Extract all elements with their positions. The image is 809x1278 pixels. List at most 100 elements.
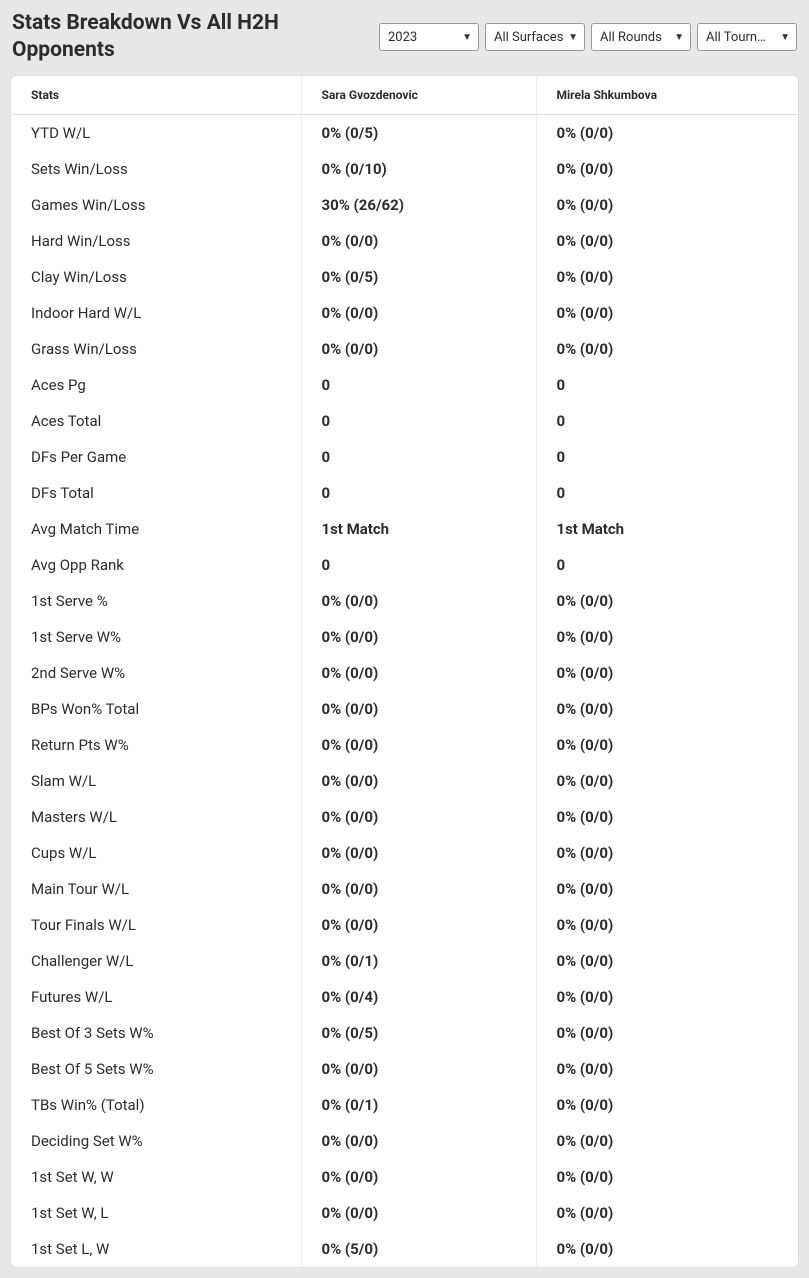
player2-value: 0% (0/0) — [536, 871, 798, 907]
stats-table-container: Stats Sara Gvozdenovic Mirela Shkumbova … — [10, 75, 799, 1268]
player1-value: 0% (0/0) — [301, 295, 536, 331]
player1-value: 0% (0/4) — [301, 979, 536, 1015]
stat-label: 1st Set L, W — [11, 1231, 301, 1267]
player2-value: 0% (0/0) — [536, 835, 798, 871]
stat-label: Return Pts W% — [11, 727, 301, 763]
player1-value: 1st Match — [301, 511, 536, 547]
player1-value: 0 — [301, 439, 536, 475]
table-row: Aces Pg00 — [11, 367, 798, 403]
player2-value: 0% (0/0) — [536, 295, 798, 331]
stat-label: Masters W/L — [11, 799, 301, 835]
player2-value: 0% (0/0) — [536, 799, 798, 835]
table-row: Return Pts W%0% (0/0)0% (0/0) — [11, 727, 798, 763]
player2-value: 0% (0/0) — [536, 1123, 798, 1159]
table-row: 1st Set W, W0% (0/0)0% (0/0) — [11, 1159, 798, 1195]
stat-label: 1st Set W, W — [11, 1159, 301, 1195]
player2-value: 0 — [536, 367, 798, 403]
table-row: BPs Won% Total0% (0/0)0% (0/0) — [11, 691, 798, 727]
table-row: 1st Serve W%0% (0/0)0% (0/0) — [11, 619, 798, 655]
player1-value: 0 — [301, 367, 536, 403]
player2-value: 0 — [536, 475, 798, 511]
table-row: Challenger W/L0% (0/1)0% (0/0) — [11, 943, 798, 979]
table-row: Clay Win/Loss0% (0/5)0% (0/0) — [11, 259, 798, 295]
player2-value: 0% (0/0) — [536, 727, 798, 763]
stat-label: Cups W/L — [11, 835, 301, 871]
surface-select-value: All Surfaces — [494, 30, 564, 45]
table-row: TBs Win% (Total)0% (0/1)0% (0/0) — [11, 1087, 798, 1123]
stat-label: Avg Match Time — [11, 511, 301, 547]
header: Stats Breakdown Vs All H2H Opponents 202… — [0, 0, 809, 75]
player1-value: 0% (0/0) — [301, 763, 536, 799]
stat-label: Games Win/Loss — [11, 187, 301, 223]
stat-label: Sets Win/Loss — [11, 151, 301, 187]
page-title: Stats Breakdown Vs All H2H Opponents — [12, 10, 362, 65]
stat-label: Tour Finals W/L — [11, 907, 301, 943]
stat-label: Slam W/L — [11, 763, 301, 799]
player1-value: 0% (0/0) — [301, 223, 536, 259]
stat-label: 1st Serve W% — [11, 619, 301, 655]
player2-value: 0% (0/0) — [536, 655, 798, 691]
stat-label: Indoor Hard W/L — [11, 295, 301, 331]
stat-label: Deciding Set W% — [11, 1123, 301, 1159]
stat-label: 1st Serve % — [11, 583, 301, 619]
table-row: DFs Per Game00 — [11, 439, 798, 475]
player2-value: 0% (0/0) — [536, 907, 798, 943]
stats-table: Stats Sara Gvozdenovic Mirela Shkumbova … — [11, 76, 798, 1267]
player2-value: 0% (0/0) — [536, 763, 798, 799]
player2-value: 0% (0/0) — [536, 943, 798, 979]
player1-value: 0% (0/0) — [301, 655, 536, 691]
player1-value: 0% (0/0) — [301, 619, 536, 655]
round-select-value: All Rounds — [600, 30, 670, 45]
player1-value: 0 — [301, 547, 536, 583]
header-stats: Stats — [11, 76, 301, 115]
table-row: Aces Total00 — [11, 403, 798, 439]
player2-value: 0 — [536, 547, 798, 583]
table-row: 1st Set L, W0% (5/0)0% (0/0) — [11, 1231, 798, 1267]
player2-value: 0 — [536, 439, 798, 475]
year-select[interactable]: 2023 ▼ — [379, 23, 479, 51]
player1-value: 0% (0/5) — [301, 1015, 536, 1051]
player2-value: 0% (0/0) — [536, 331, 798, 367]
table-row: Games Win/Loss30% (26/62)0% (0/0) — [11, 187, 798, 223]
header-player1: Sara Gvozdenovic — [301, 76, 536, 115]
stat-label: Hard Win/Loss — [11, 223, 301, 259]
table-row: Indoor Hard W/L0% (0/0)0% (0/0) — [11, 295, 798, 331]
stat-label: BPs Won% Total — [11, 691, 301, 727]
table-row: 1st Serve %0% (0/0)0% (0/0) — [11, 583, 798, 619]
table-row: Grass Win/Loss0% (0/0)0% (0/0) — [11, 331, 798, 367]
player2-value: 0% (0/0) — [536, 1051, 798, 1087]
player1-value: 0% (0/0) — [301, 871, 536, 907]
player1-value: 0% (0/5) — [301, 259, 536, 295]
table-row: Best Of 3 Sets W%0% (0/5)0% (0/0) — [11, 1015, 798, 1051]
player2-value: 0% (0/0) — [536, 1231, 798, 1267]
stat-label: Futures W/L — [11, 979, 301, 1015]
table-row: Deciding Set W%0% (0/0)0% (0/0) — [11, 1123, 798, 1159]
player2-value: 0% (0/0) — [536, 691, 798, 727]
stat-label: YTD W/L — [11, 114, 301, 151]
table-header-row: Stats Sara Gvozdenovic Mirela Shkumbova — [11, 76, 798, 115]
table-row: Avg Opp Rank00 — [11, 547, 798, 583]
player1-value: 0% (0/0) — [301, 799, 536, 835]
chevron-down-icon: ▼ — [780, 32, 790, 43]
surface-select[interactable]: All Surfaces ▼ — [485, 23, 585, 51]
stat-label: Aces Pg — [11, 367, 301, 403]
player2-value: 0% (0/0) — [536, 1195, 798, 1231]
tournament-select[interactable]: All Tourn… ▼ — [697, 23, 797, 51]
round-select[interactable]: All Rounds ▼ — [591, 23, 691, 51]
player1-value: 0% (0/1) — [301, 1087, 536, 1123]
stat-label: DFs Per Game — [11, 439, 301, 475]
table-row: Masters W/L0% (0/0)0% (0/0) — [11, 799, 798, 835]
stat-label: DFs Total — [11, 475, 301, 511]
stat-label: 2nd Serve W% — [11, 655, 301, 691]
table-row: Futures W/L0% (0/4)0% (0/0) — [11, 979, 798, 1015]
stat-label: Grass Win/Loss — [11, 331, 301, 367]
table-row: Best Of 5 Sets W%0% (0/0)0% (0/0) — [11, 1051, 798, 1087]
player1-value: 0% (0/0) — [301, 583, 536, 619]
player2-value: 0% (0/0) — [536, 1015, 798, 1051]
chevron-down-icon: ▼ — [568, 32, 578, 43]
stat-label: Aces Total — [11, 403, 301, 439]
table-row: YTD W/L0% (0/5)0% (0/0) — [11, 114, 798, 151]
year-select-value: 2023 — [388, 30, 458, 45]
player2-value: 0% (0/0) — [536, 223, 798, 259]
stat-label: Best Of 5 Sets W% — [11, 1051, 301, 1087]
